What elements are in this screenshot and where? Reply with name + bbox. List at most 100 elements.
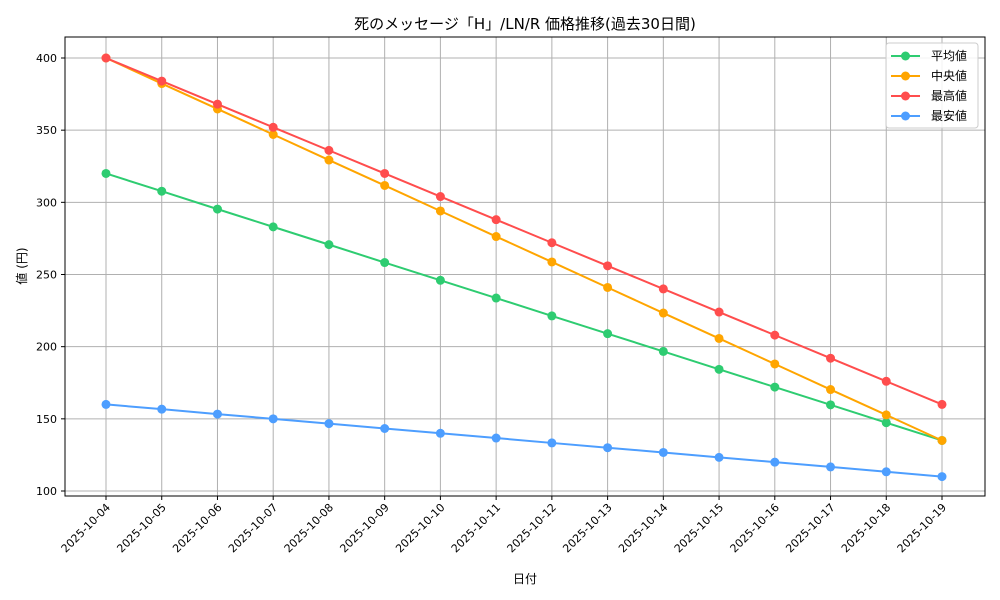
data-point-marker — [547, 438, 557, 448]
data-point-marker — [435, 206, 445, 216]
legend-item: 平均値 — [891, 48, 967, 63]
legend-label: 中央値 — [931, 68, 967, 83]
data-point-marker — [268, 129, 278, 139]
legend-item: 中央値 — [891, 68, 967, 83]
data-point-marker — [212, 99, 222, 109]
data-point-marker — [101, 168, 111, 178]
data-point-marker — [881, 410, 891, 420]
y-axis-ticks: 100 150 200 250 300 350 400 — [36, 52, 65, 498]
data-point-marker — [770, 382, 780, 392]
y-tick-label: 150 — [36, 413, 57, 426]
grid-lines — [65, 37, 985, 496]
data-point-marker — [937, 435, 947, 445]
legend-marker-icon — [901, 71, 910, 81]
legend-label: 最安値 — [931, 108, 967, 123]
data-point-marker — [826, 385, 836, 395]
y-tick-label: 250 — [36, 269, 57, 282]
data-point-marker — [658, 447, 668, 457]
x-tick-label: 2025-10-07 — [226, 501, 280, 555]
x-tick-label: 2025-10-08 — [282, 501, 336, 555]
data-point-marker — [826, 462, 836, 472]
data-point-marker — [881, 467, 891, 477]
data-point-marker — [212, 409, 222, 419]
data-point-marker — [547, 311, 557, 321]
data-point-marker — [380, 258, 390, 268]
y-tick-label: 200 — [36, 341, 57, 354]
legend-marker-icon — [901, 91, 910, 101]
series-line — [105, 172, 943, 442]
x-axis-label: 日付 — [513, 572, 537, 586]
x-tick-label: 2025-10-17 — [783, 501, 837, 555]
series-layer — [101, 53, 947, 482]
data-point-marker — [603, 443, 613, 453]
y-tick-label: 300 — [36, 196, 57, 209]
data-point-marker — [937, 472, 947, 482]
data-point-marker — [714, 452, 724, 462]
data-point-marker — [937, 399, 947, 409]
data-point-marker — [268, 222, 278, 232]
data-point-marker — [157, 76, 167, 86]
data-point-marker — [491, 293, 501, 303]
x-tick-label: 2025-10-16 — [728, 501, 782, 555]
data-point-marker — [658, 284, 668, 294]
plot-area-frame — [64, 36, 986, 497]
data-point-marker — [324, 145, 334, 155]
data-point-marker — [547, 238, 557, 248]
legend-frame — [885, 42, 979, 129]
x-tick-label: 2025-10-12 — [505, 501, 559, 555]
data-point-marker — [324, 155, 334, 165]
series-最安値 — [101, 399, 947, 482]
data-point-marker — [714, 364, 724, 374]
legend-label: 平均値 — [931, 48, 967, 63]
data-point-marker — [491, 215, 501, 225]
x-tick-label: 2025-10-09 — [337, 501, 391, 555]
series-最高値 — [101, 53, 947, 409]
data-point-marker — [658, 346, 668, 356]
y-tick-label: 400 — [36, 52, 57, 65]
data-point-marker — [101, 53, 111, 63]
data-point-marker — [658, 308, 668, 318]
data-point-marker — [157, 186, 167, 196]
data-point-marker — [157, 404, 167, 414]
data-point-marker — [826, 400, 836, 410]
data-point-marker — [101, 399, 111, 409]
y-tick-label: 100 — [36, 485, 57, 498]
data-point-marker — [380, 424, 390, 434]
series-平均値 — [101, 168, 947, 445]
data-point-marker — [714, 307, 724, 317]
data-point-marker — [268, 122, 278, 132]
data-point-marker — [881, 418, 891, 428]
data-point-marker — [770, 359, 780, 369]
legend-item: 最安値 — [891, 108, 967, 123]
data-point-marker — [491, 433, 501, 443]
x-tick-label: 2025-10-13 — [560, 501, 614, 555]
series-line — [105, 403, 943, 478]
data-point-marker — [547, 257, 557, 267]
data-point-marker — [770, 330, 780, 340]
data-point-marker — [212, 204, 222, 214]
chart-title: 死のメッセージ「H」/LN/R 価格推移(過去30日間) — [354, 15, 696, 33]
data-point-marker — [268, 414, 278, 424]
x-tick-label: 2025-10-11 — [449, 501, 503, 555]
x-axis-ticks: 2025-10-04 2025-10-05 2025-10-06 2025-10-07… — [59, 496, 949, 555]
data-point-marker — [380, 168, 390, 178]
x-tick-label: 2025-10-18 — [839, 501, 893, 555]
data-point-marker — [324, 419, 334, 429]
data-point-marker — [435, 275, 445, 285]
data-point-marker — [714, 333, 724, 343]
x-tick-label: 2025-10-19 — [895, 501, 949, 555]
legend-marker-icon — [901, 111, 910, 121]
y-tick-label: 350 — [36, 124, 57, 137]
data-point-marker — [603, 282, 613, 292]
series-中央値 — [101, 53, 947, 445]
data-point-marker — [603, 329, 613, 339]
legend-item: 最高値 — [891, 88, 967, 103]
y-axis-label: 値 (円) — [14, 247, 29, 284]
x-tick-label: 2025-10-15 — [672, 501, 726, 555]
data-point-marker — [603, 261, 613, 271]
data-point-marker — [435, 428, 445, 438]
data-point-marker — [435, 192, 445, 202]
data-point-marker — [826, 353, 836, 363]
